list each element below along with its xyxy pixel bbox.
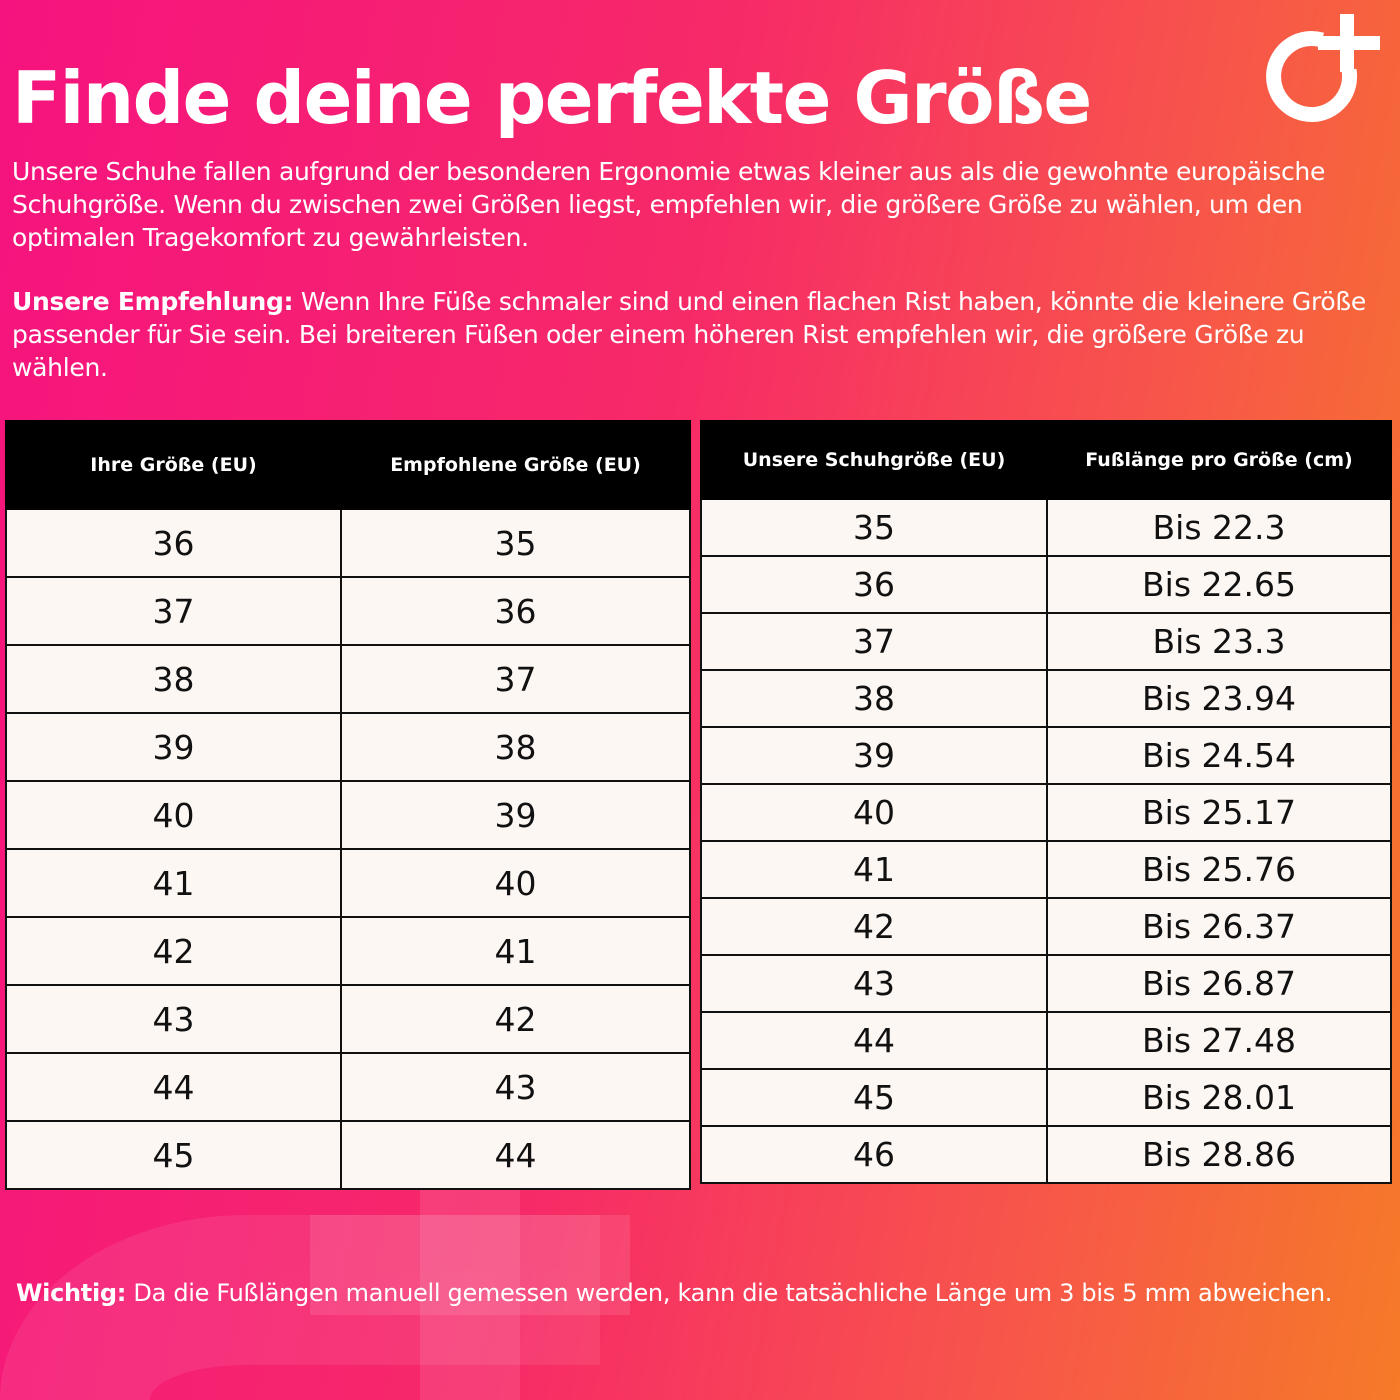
- recommendation-text: Unsere Empfehlung: Wenn Ihre Füße schmal…: [12, 285, 1382, 384]
- table-cell: 38: [340, 712, 691, 782]
- recommended-size-table: Ihre Größe (EU) Empfohlene Größe (EU) 36…: [5, 420, 691, 1190]
- table-cell: Bis 22.3: [1046, 498, 1392, 557]
- table-row: 38 37: [5, 644, 691, 714]
- table-row: 35 Bis 22.3: [700, 498, 1392, 557]
- note-text: Wichtig: Da die Fußlängen manuell gemess…: [16, 1277, 1382, 1309]
- table-cell: 38: [5, 644, 342, 714]
- table-cell: 45: [700, 1068, 1048, 1127]
- table-row: 39 38: [5, 712, 691, 782]
- table-cell: 41: [340, 916, 691, 986]
- table-cell: 44: [5, 1052, 342, 1122]
- column-header: Unsere Schuhgröße (EU): [700, 420, 1048, 500]
- table-cell: 41: [700, 840, 1048, 899]
- table-row: 38 Bis 23.94: [700, 669, 1392, 728]
- page-title: Finde deine perfekte Größe: [12, 56, 1092, 140]
- table-cell: Bis 23.94: [1046, 669, 1392, 728]
- table-cell: 44: [700, 1011, 1048, 1070]
- table-row: 42 Bis 26.37: [700, 897, 1392, 956]
- table-row: 36 35: [5, 508, 691, 578]
- table-cell: 42: [340, 984, 691, 1054]
- recommendation-label: Unsere Empfehlung:: [12, 287, 294, 316]
- table-row: 37 Bis 23.3: [700, 612, 1392, 671]
- table-row: 45 Bis 28.01: [700, 1068, 1392, 1127]
- table-row: 42 41: [5, 916, 691, 986]
- table-row: 44 43: [5, 1052, 691, 1122]
- table-row: 40 39: [5, 780, 691, 850]
- table-cell: 37: [700, 612, 1048, 671]
- table-cell: 40: [5, 780, 342, 850]
- table-cell: 40: [700, 783, 1048, 842]
- table-row: 44 Bis 27.48: [700, 1011, 1392, 1070]
- table-cell: 35: [700, 498, 1048, 557]
- table-cell: 41: [5, 848, 342, 918]
- table-cell: 42: [5, 916, 342, 986]
- column-header: Ihre Größe (EU): [5, 420, 342, 510]
- table-cell: Bis 26.87: [1046, 954, 1392, 1013]
- table-cell: Bis 25.76: [1046, 840, 1392, 899]
- note-label: Wichtig:: [16, 1279, 127, 1307]
- column-header: Empfohlene Größe (EU): [340, 420, 691, 510]
- table-row: 37 36: [5, 576, 691, 646]
- table-cell: Bis 26.37: [1046, 897, 1392, 956]
- foot-length-table: Unsere Schuhgröße (EU) Fußlänge pro Größ…: [700, 420, 1392, 1184]
- intro-text: Unsere Schuhe fallen aufgrund der besond…: [12, 157, 1326, 252]
- table-cell: 43: [340, 1052, 691, 1122]
- table-cell: Bis 23.3: [1046, 612, 1392, 671]
- table-row: 43 Bis 26.87: [700, 954, 1392, 1013]
- table-cell: Bis 24.54: [1046, 726, 1392, 785]
- table-cell: 36: [340, 576, 691, 646]
- table-cell: 36: [700, 555, 1048, 614]
- circle-plus-logo-icon: [1266, 14, 1380, 123]
- table-cell: 36: [5, 508, 342, 578]
- table-cell: 39: [5, 712, 342, 782]
- table-row: 39 Bis 24.54: [700, 726, 1392, 785]
- table-cell: 37: [340, 644, 691, 714]
- table-cell: Bis 22.65: [1046, 555, 1392, 614]
- recommendation-body: Wenn Ihre Füße schmaler sind und einen f…: [12, 287, 1366, 382]
- table-cell: 44: [340, 1120, 691, 1190]
- table-cell: 46: [700, 1125, 1048, 1184]
- table-cell: 35: [340, 508, 691, 578]
- table-cell: 43: [5, 984, 342, 1054]
- table-cell: 42: [700, 897, 1048, 956]
- table-cell: Bis 25.17: [1046, 783, 1392, 842]
- note-body: Da die Fußlängen manuell gemessen werden…: [126, 1279, 1333, 1307]
- table-row: 40 Bis 25.17: [700, 783, 1392, 842]
- table-row: 36 Bis 22.65: [700, 555, 1392, 614]
- table-cell: 37: [5, 576, 342, 646]
- table-cell: Bis 27.48: [1046, 1011, 1392, 1070]
- table-cell: 40: [340, 848, 691, 918]
- table-row: 41 Bis 25.76: [700, 840, 1392, 899]
- table-cell: 43: [700, 954, 1048, 1013]
- table-row: 41 40: [5, 848, 691, 918]
- table-row: 46 Bis 28.86: [700, 1125, 1392, 1184]
- table-cell: Bis 28.01: [1046, 1068, 1392, 1127]
- table-row: 45 44: [5, 1120, 691, 1190]
- table-cell: 38: [700, 669, 1048, 728]
- table-cell: 39: [340, 780, 691, 850]
- table-cell: 45: [5, 1120, 342, 1190]
- table-cell: Bis 28.86: [1046, 1125, 1392, 1184]
- column-header: Fußlänge pro Größe (cm): [1046, 420, 1392, 500]
- table-cell: 39: [700, 726, 1048, 785]
- table-row: 43 42: [5, 984, 691, 1054]
